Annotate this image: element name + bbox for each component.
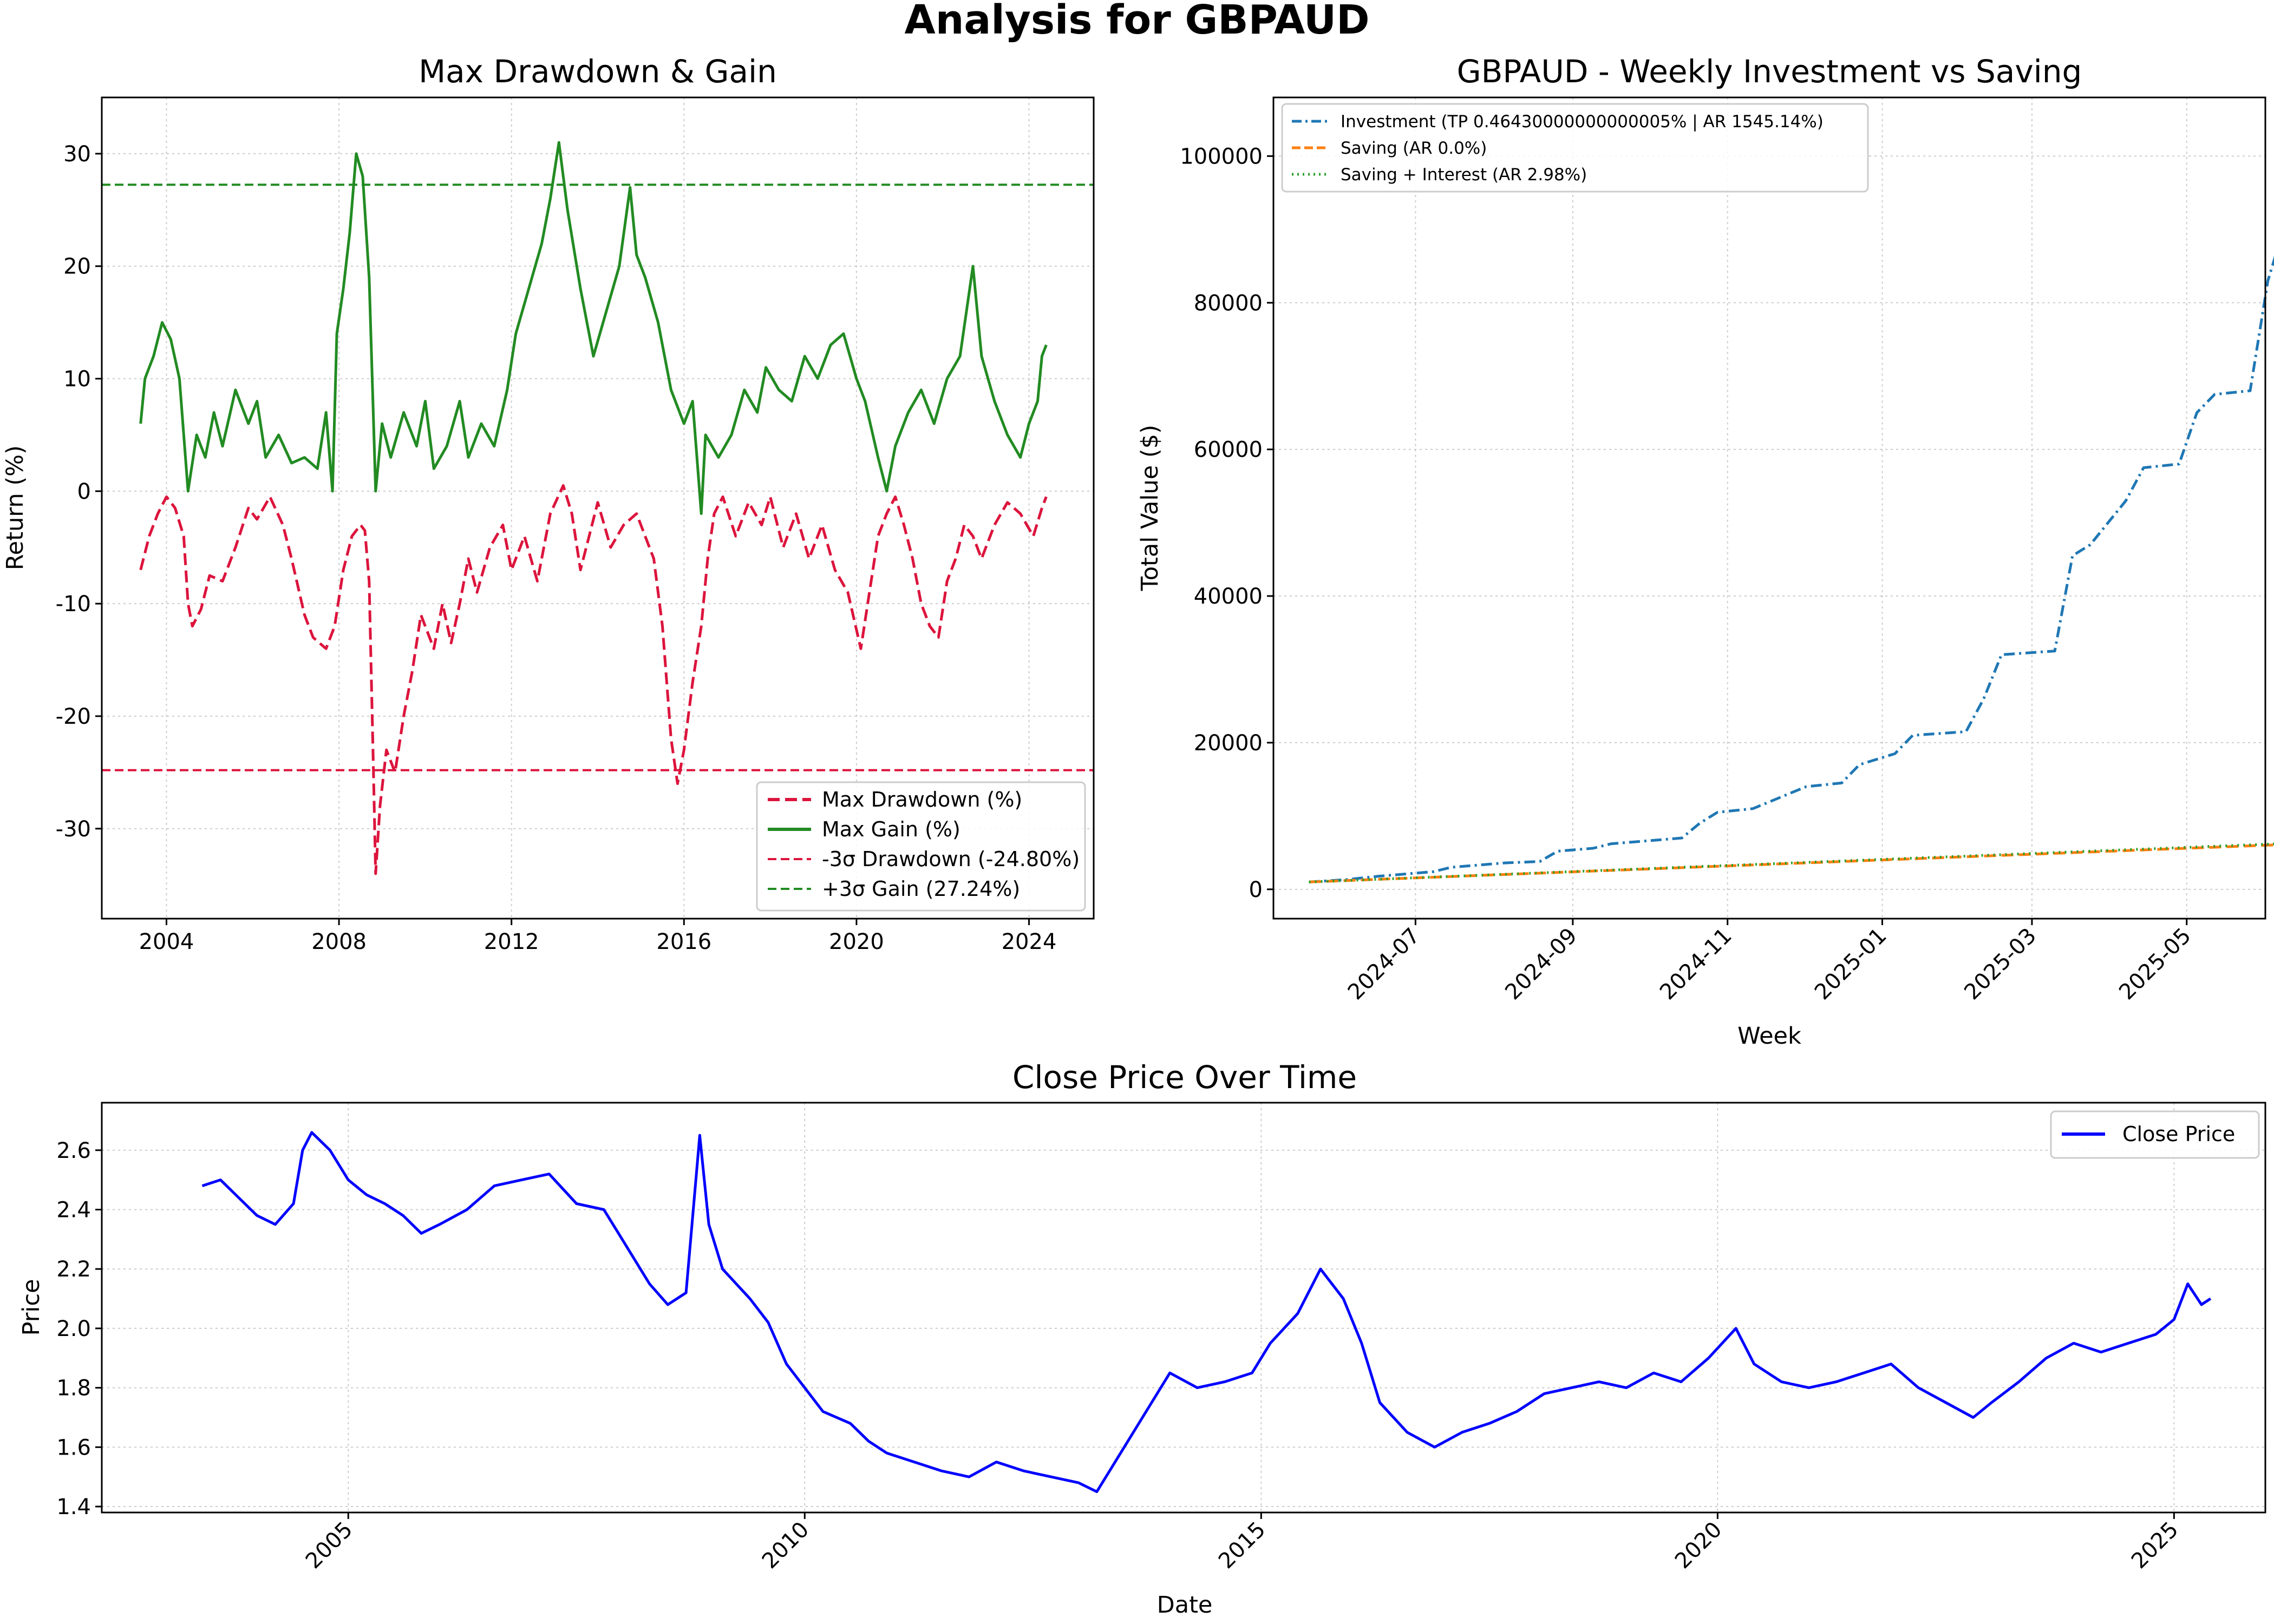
legend-label-max-gain: Max Gain (%) <box>822 817 960 841</box>
investment-legend: Investment (TP 0.46430000000000005% | AR… <box>1281 103 1869 193</box>
y-tick-label: 0 <box>77 479 91 504</box>
drawdown-y-axis-label: Return (%) <box>2 446 29 571</box>
price-x-axis-label: Date <box>1157 1592 1213 1619</box>
drawdown-series <box>139 141 1048 875</box>
drawdown-grid <box>102 97 1094 919</box>
y-tick-label: 2.2 <box>56 1257 91 1282</box>
x-tick-label: 2008 <box>311 929 367 954</box>
price-chart-title: Close Price Over Time <box>1012 1059 1357 1096</box>
price-plot-frame <box>101 1102 2266 1514</box>
investment-y-axis-label: Total Value ($) <box>1136 425 1164 592</box>
y-tick-label: 1.6 <box>56 1435 91 1460</box>
y-tick-label: 2.0 <box>56 1317 91 1341</box>
legend-label-pos-sigma: +3σ Gain (27.24%) <box>822 877 1020 901</box>
x-tick-label: 2012 <box>484 929 539 954</box>
investment-plot-frame <box>1272 96 2266 920</box>
legend-label-investment: Investment (TP 0.46430000000000005% | AR… <box>1341 112 1824 132</box>
price-y-axis-label: Price <box>18 1279 45 1336</box>
drawdown-plot-frame <box>101 96 1095 920</box>
series-line <box>1309 842 2274 883</box>
legend-label-neg-sigma: -3σ Drawdown (-24.80%) <box>822 847 1080 871</box>
legend-label-max-drawdown: Max Drawdown (%) <box>822 788 1022 811</box>
y-tick-label: 60000 <box>1194 437 1263 462</box>
y-tick-label: -10 <box>56 592 91 617</box>
series-line <box>139 484 1048 875</box>
investment-chart-title: GBPAUD - Weekly Investment vs Saving <box>1457 53 2082 90</box>
investment-x-axis-label: Week <box>1737 1023 1801 1050</box>
y-tick-label: 1.8 <box>56 1376 91 1401</box>
investment-legend-box <box>1281 103 1869 193</box>
price-legend-box <box>2050 1110 2260 1159</box>
figure-title: Analysis for GBPAUD <box>904 0 1369 43</box>
y-tick-label: 1.4 <box>56 1495 91 1520</box>
y-tick-label: 10 <box>63 367 91 392</box>
drawdown-sigma-lines <box>102 184 1094 771</box>
drawdown-gain-chart: Max Drawdown & Gain 2004 2008 2012 2016 2020… <box>2 53 1095 954</box>
y-tick-label: 2.4 <box>56 1197 91 1222</box>
drawdown-chart-title: Max Drawdown & Gain <box>419 53 777 90</box>
series-line <box>201 1131 2212 1494</box>
y-tick-label: -30 <box>56 817 91 842</box>
drawdown-legend-box <box>756 781 1086 912</box>
legend-label-saving-interest: Saving + Interest (AR 2.98%) <box>1341 165 1587 185</box>
series-line <box>1309 256 2274 883</box>
y-tick-label: 80000 <box>1194 291 1263 316</box>
price-legend: Close Price <box>2050 1110 2260 1159</box>
drawdown-ticks: 2004 2008 2012 2016 2020 2024 -30 -20 -10 0 10 20 30 <box>56 142 1057 954</box>
legend-label-close-price: Close Price <box>2122 1122 2235 1146</box>
price-grid <box>102 1103 2265 1512</box>
y-tick-label: 2.6 <box>56 1138 91 1163</box>
legend-label-saving: Saving (AR 0.0%) <box>1341 139 1487 158</box>
y-tick-label: 100000 <box>1180 144 1263 169</box>
x-tick-label: 2020 <box>829 929 884 954</box>
y-tick-label: 20000 <box>1194 731 1263 756</box>
investment-grid <box>1273 97 2265 919</box>
x-tick-label: 2024 <box>1002 929 1057 954</box>
x-tick-label: 2016 <box>656 929 711 954</box>
y-tick-label: 30 <box>63 142 91 167</box>
y-tick-label: 0 <box>1249 878 1263 902</box>
y-tick-label: 20 <box>63 254 91 279</box>
x-tick-label: 2004 <box>139 929 194 954</box>
investment-series <box>1309 256 2274 883</box>
series-line <box>139 141 1048 515</box>
y-tick-label: -20 <box>56 704 91 729</box>
price-series <box>201 1131 2212 1494</box>
y-tick-label: 40000 <box>1194 584 1263 609</box>
drawdown-legend: Max Drawdown (%) Max Gain (%) -3σ Drawdo… <box>756 781 1086 912</box>
